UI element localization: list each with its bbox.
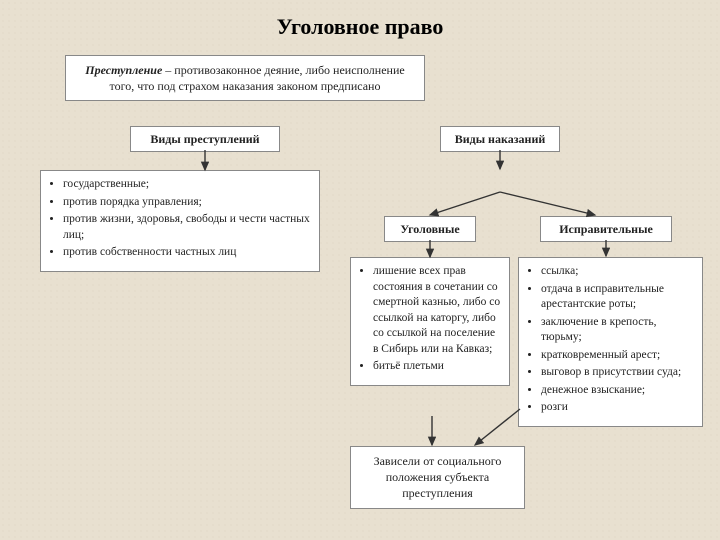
list-item: против жизни, здоровья, свободы и чести … bbox=[63, 212, 311, 243]
list-item: отдача в исправительные арестантские рот… bbox=[541, 282, 694, 313]
criminal-list: лишение всех прав состояния в сочетании … bbox=[350, 257, 510, 386]
criminal-header-box: Уголовные bbox=[384, 216, 476, 242]
punishments-header-box: Виды наказаний bbox=[440, 126, 560, 152]
list-item: против собственности частных лиц bbox=[63, 245, 311, 261]
list-item: кратковременный арест; bbox=[541, 348, 694, 364]
crimes-header-box: Виды преступлений bbox=[130, 126, 280, 152]
list-item: денежное взыскание; bbox=[541, 383, 694, 399]
list-item: против порядка управления; bbox=[63, 195, 311, 211]
crimes-list: государственные; против порядка управлен… bbox=[40, 170, 320, 272]
crimes-header: Виды преступлений bbox=[150, 132, 259, 146]
criminal-header: Уголовные bbox=[400, 222, 459, 236]
page-title: Уголовное право bbox=[0, 0, 720, 40]
punishments-header: Виды наказаний bbox=[455, 132, 546, 146]
note-text: Зависели от социального положения субъек… bbox=[374, 454, 502, 500]
list-item: государственные; bbox=[63, 177, 311, 193]
corrective-header: Исправительные bbox=[559, 222, 653, 236]
list-item: битьё плетьми bbox=[373, 359, 501, 375]
note-box: Зависели от социального положения субъек… bbox=[350, 446, 525, 509]
list-item: розги bbox=[541, 400, 694, 416]
corrective-header-box: Исправительные bbox=[540, 216, 672, 242]
definition-term: Преступление bbox=[85, 63, 162, 77]
list-item: выговор в присутствии суда; bbox=[541, 365, 694, 381]
list-item: лишение всех прав состояния в сочетании … bbox=[373, 264, 501, 357]
definition-box: Преступление – противозаконное деяние, л… bbox=[65, 55, 425, 101]
list-item: ссылка; bbox=[541, 264, 694, 280]
list-item: заключение в крепость, тюрьму; bbox=[541, 315, 694, 346]
corrective-list: ссылка; отдача в исправительные арестант… bbox=[518, 257, 703, 427]
